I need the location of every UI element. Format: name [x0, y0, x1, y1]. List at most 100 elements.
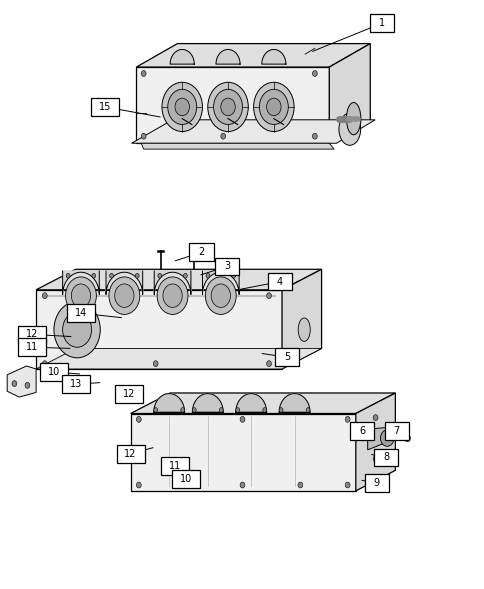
- Text: 4: 4: [276, 277, 283, 287]
- FancyBboxPatch shape: [373, 449, 397, 466]
- Ellipse shape: [298, 318, 310, 342]
- Circle shape: [262, 408, 266, 412]
- Polygon shape: [192, 393, 223, 412]
- Polygon shape: [170, 49, 194, 64]
- Circle shape: [187, 482, 192, 488]
- Circle shape: [136, 482, 141, 488]
- Text: 5: 5: [284, 352, 290, 362]
- Circle shape: [279, 408, 283, 412]
- Circle shape: [136, 416, 141, 422]
- Circle shape: [312, 71, 317, 77]
- FancyBboxPatch shape: [275, 349, 299, 366]
- Polygon shape: [62, 271, 99, 294]
- Polygon shape: [36, 349, 321, 369]
- Circle shape: [141, 133, 146, 139]
- Circle shape: [163, 284, 182, 307]
- FancyBboxPatch shape: [349, 422, 373, 440]
- FancyBboxPatch shape: [189, 243, 213, 261]
- Circle shape: [253, 82, 293, 131]
- Text: 7: 7: [393, 426, 399, 436]
- Polygon shape: [282, 269, 321, 369]
- Circle shape: [219, 408, 223, 412]
- Text: 12: 12: [26, 329, 38, 339]
- Ellipse shape: [379, 430, 393, 446]
- Text: 13: 13: [70, 379, 82, 389]
- Circle shape: [372, 479, 377, 485]
- Circle shape: [71, 284, 91, 307]
- Polygon shape: [136, 44, 369, 67]
- FancyBboxPatch shape: [171, 471, 199, 488]
- Circle shape: [62, 312, 91, 348]
- Circle shape: [183, 273, 187, 278]
- Circle shape: [66, 273, 70, 278]
- Circle shape: [109, 273, 113, 278]
- FancyBboxPatch shape: [18, 339, 45, 356]
- Text: 1: 1: [378, 18, 385, 28]
- Polygon shape: [141, 143, 333, 149]
- Ellipse shape: [338, 113, 360, 145]
- FancyBboxPatch shape: [67, 305, 95, 322]
- Circle shape: [240, 482, 244, 488]
- FancyBboxPatch shape: [161, 458, 189, 475]
- Circle shape: [157, 277, 188, 315]
- FancyBboxPatch shape: [115, 385, 143, 403]
- Circle shape: [220, 133, 225, 139]
- Polygon shape: [106, 271, 142, 294]
- Circle shape: [211, 284, 230, 307]
- Circle shape: [175, 98, 189, 115]
- Polygon shape: [130, 393, 394, 413]
- Circle shape: [297, 482, 302, 488]
- Text: 10: 10: [48, 367, 60, 377]
- Circle shape: [372, 415, 377, 421]
- Polygon shape: [131, 120, 374, 143]
- Circle shape: [305, 408, 309, 412]
- Circle shape: [205, 277, 236, 315]
- Circle shape: [135, 273, 139, 278]
- Circle shape: [235, 408, 239, 412]
- Circle shape: [240, 416, 244, 422]
- Text: 15: 15: [99, 102, 111, 112]
- Polygon shape: [202, 271, 239, 294]
- Circle shape: [259, 90, 287, 124]
- Polygon shape: [153, 393, 184, 412]
- Circle shape: [42, 360, 47, 366]
- Polygon shape: [355, 393, 394, 491]
- Circle shape: [206, 273, 210, 278]
- Circle shape: [207, 82, 248, 131]
- Text: 14: 14: [75, 308, 87, 318]
- Circle shape: [157, 273, 161, 278]
- FancyBboxPatch shape: [369, 14, 393, 32]
- Polygon shape: [235, 393, 266, 412]
- Circle shape: [213, 90, 242, 124]
- Text: 11: 11: [168, 461, 181, 471]
- Ellipse shape: [346, 102, 360, 135]
- FancyBboxPatch shape: [116, 445, 144, 463]
- Polygon shape: [367, 426, 396, 450]
- Circle shape: [266, 293, 271, 299]
- Polygon shape: [154, 271, 191, 294]
- Circle shape: [25, 382, 30, 388]
- Circle shape: [266, 360, 271, 366]
- Polygon shape: [36, 269, 321, 290]
- Text: 3: 3: [224, 262, 229, 272]
- Circle shape: [192, 408, 196, 412]
- Circle shape: [65, 277, 96, 315]
- Text: 12: 12: [123, 389, 135, 399]
- Text: 6: 6: [358, 426, 364, 436]
- Polygon shape: [136, 67, 329, 143]
- Circle shape: [404, 435, 409, 442]
- Circle shape: [162, 82, 202, 131]
- Polygon shape: [7, 366, 36, 397]
- FancyBboxPatch shape: [364, 475, 388, 492]
- Circle shape: [42, 293, 47, 299]
- Polygon shape: [36, 290, 282, 369]
- Circle shape: [91, 273, 95, 278]
- Circle shape: [153, 360, 158, 366]
- Circle shape: [115, 284, 134, 307]
- Circle shape: [153, 408, 157, 412]
- Circle shape: [220, 98, 235, 115]
- Circle shape: [167, 90, 197, 124]
- Text: 9: 9: [373, 478, 379, 488]
- Circle shape: [141, 71, 146, 77]
- Circle shape: [345, 482, 349, 488]
